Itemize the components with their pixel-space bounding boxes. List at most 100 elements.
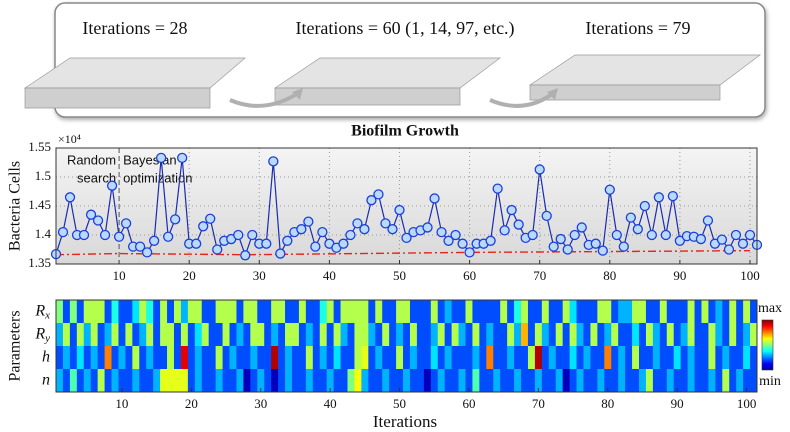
heat-cell bbox=[69, 369, 78, 393]
heat-cell bbox=[347, 369, 355, 393]
x-tick-label: 10 bbox=[115, 396, 128, 411]
annotation: search bbox=[77, 170, 116, 185]
heat-cell bbox=[62, 323, 71, 347]
heat-cell bbox=[69, 323, 78, 347]
heat-cell bbox=[611, 346, 619, 370]
x-tick-label: 40 bbox=[324, 396, 337, 411]
heat-cell bbox=[701, 300, 709, 324]
structure-1-side bbox=[24, 87, 211, 109]
data-point bbox=[155, 152, 167, 164]
heat-cell bbox=[715, 346, 723, 370]
heat-cell bbox=[521, 346, 529, 370]
data-point bbox=[134, 241, 146, 252]
row-label-base: h bbox=[42, 348, 50, 365]
heat-cell bbox=[479, 346, 487, 370]
heat-cell bbox=[111, 369, 119, 393]
data-point bbox=[422, 222, 433, 233]
heat-cell bbox=[326, 346, 335, 370]
heat-cell bbox=[416, 346, 425, 370]
heat-cell bbox=[451, 346, 459, 370]
data-point bbox=[555, 233, 566, 245]
heat-cell bbox=[423, 346, 432, 370]
panel-label: Iterations = 60 (1, 14, 97, etc.) bbox=[295, 18, 514, 39]
heat-cell bbox=[458, 300, 466, 324]
heat-cell bbox=[576, 323, 584, 347]
heat-cell bbox=[396, 323, 404, 347]
heat-cell bbox=[534, 369, 543, 393]
heat-cell bbox=[729, 300, 737, 324]
heat-cell bbox=[645, 300, 654, 324]
heat-cell bbox=[597, 300, 605, 324]
heat-cell bbox=[500, 323, 508, 347]
heat-cell bbox=[715, 300, 723, 324]
heat-cell bbox=[666, 369, 675, 393]
heat-cell bbox=[694, 369, 702, 393]
heat-cell bbox=[423, 300, 432, 324]
heat-cell bbox=[527, 369, 536, 393]
data-point bbox=[492, 183, 503, 194]
heat-cell bbox=[375, 369, 383, 393]
data-point bbox=[268, 156, 279, 167]
heat-cell bbox=[541, 346, 550, 370]
x-tick-label: 30 bbox=[253, 268, 266, 283]
heat-cell bbox=[285, 369, 293, 393]
heat-cell bbox=[264, 369, 272, 393]
heat-cell bbox=[507, 323, 515, 347]
y-tick-label: 1.45 bbox=[28, 197, 51, 212]
heat-cell bbox=[298, 346, 307, 370]
axis-multiplier: ×10⁴ bbox=[58, 132, 81, 146]
arrowhead bbox=[547, 88, 558, 100]
heat-cell bbox=[576, 369, 584, 393]
data-point bbox=[436, 226, 447, 238]
heat-cell bbox=[146, 369, 154, 393]
heat-cell bbox=[368, 323, 376, 347]
heat-cell bbox=[458, 323, 466, 347]
heat-cell bbox=[472, 369, 480, 393]
heat-cell bbox=[451, 323, 459, 347]
arrow bbox=[489, 90, 557, 108]
heat-cell bbox=[153, 300, 161, 324]
heat-cell bbox=[62, 369, 71, 393]
heat-cell bbox=[409, 323, 418, 347]
heat-cell bbox=[368, 346, 376, 370]
heat-cell bbox=[569, 369, 577, 393]
data-point bbox=[702, 215, 714, 226]
heat-cell bbox=[652, 346, 661, 370]
panel-label: Iterations = 79 bbox=[585, 18, 690, 38]
heat-cell bbox=[305, 300, 314, 324]
data-point bbox=[534, 164, 545, 175]
heat-cell bbox=[298, 300, 307, 324]
heat-cell bbox=[139, 300, 147, 324]
heat-cell bbox=[361, 369, 369, 393]
data-point bbox=[485, 235, 496, 246]
heat-cell bbox=[257, 323, 265, 347]
heat-cell bbox=[56, 323, 64, 347]
heat-cell bbox=[618, 346, 626, 370]
heat-cell bbox=[76, 300, 85, 324]
heat-cell bbox=[396, 369, 404, 393]
heat-cell bbox=[632, 369, 640, 393]
heat-cell bbox=[659, 300, 668, 324]
x-tick-label: 100 bbox=[737, 396, 757, 411]
data-point bbox=[212, 244, 223, 255]
structure-2-side bbox=[274, 87, 461, 106]
heat-cell bbox=[319, 346, 328, 370]
heat-cell bbox=[229, 323, 237, 347]
structure-3-side bbox=[529, 84, 721, 101]
top-panel: Iterations = 28 Iterations = 60 (1, 14, … bbox=[23, 2, 766, 118]
heat-cell bbox=[708, 300, 716, 324]
data-point bbox=[163, 231, 174, 242]
heat-cell bbox=[437, 323, 446, 347]
heat-cell bbox=[673, 369, 682, 393]
heat-cell bbox=[625, 369, 633, 393]
heat-cell bbox=[271, 300, 279, 324]
heat-cell bbox=[76, 369, 85, 393]
heat-cell bbox=[291, 369, 300, 393]
data-point bbox=[611, 229, 622, 241]
heat-cell bbox=[361, 346, 369, 370]
heat-cell bbox=[486, 300, 494, 324]
heat-cell bbox=[83, 369, 92, 393]
heat-cell bbox=[340, 369, 348, 393]
data-point bbox=[57, 226, 69, 238]
